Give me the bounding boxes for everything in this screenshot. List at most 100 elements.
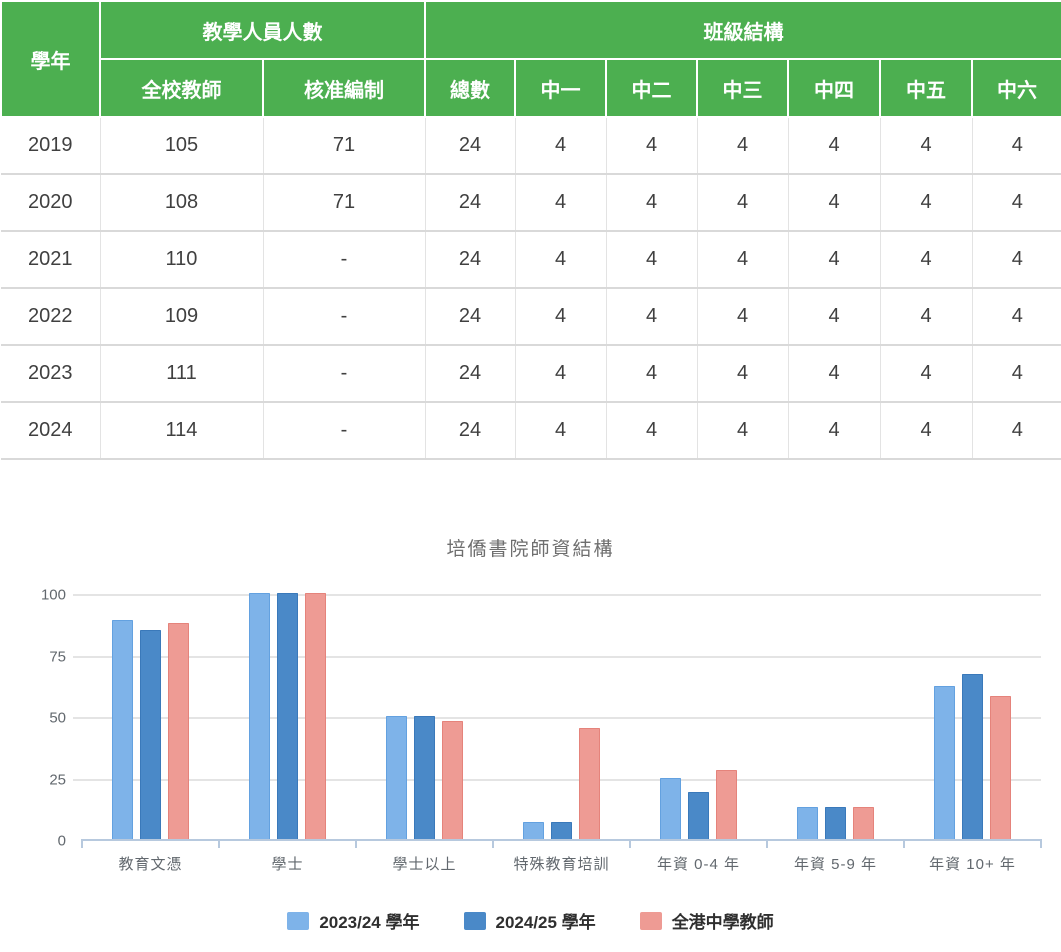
header-teaching-staff-group: 教學人員人數	[99, 0, 426, 60]
value-cell: 4	[879, 401, 973, 460]
value-cell: 4	[879, 287, 973, 345]
table-body: 2019 105 71 24 4 4 4 4 4 4 2020 108 71 24 4 4 4 4 4 4 2021 11…	[1, 116, 1061, 460]
value-cell: 4	[696, 116, 789, 174]
bar	[688, 792, 709, 839]
y-axis-tick-label: 25	[49, 771, 66, 788]
chart-title: 培僑書院師資結構	[446, 539, 615, 560]
bar	[825, 807, 846, 839]
year-cell: 2021	[1, 230, 101, 288]
y-axis-tick-label: 50	[49, 709, 66, 727]
header-total: 總數	[424, 58, 516, 118]
bar	[962, 674, 983, 839]
value-cell: 111	[99, 344, 264, 402]
bar-group	[767, 595, 904, 839]
bar-group	[82, 595, 219, 839]
value-cell: 4	[514, 344, 607, 402]
table-row: 2023 111-24 4 4 4 4 4 4	[1, 344, 1061, 402]
bar-group	[219, 593, 356, 839]
bar	[305, 593, 326, 839]
bar	[386, 716, 407, 839]
value-cell: 4	[971, 173, 1061, 231]
value-cell: 4	[605, 173, 698, 231]
chart-legend: 2023/24 學年 2024/25 學年 全港中學教師	[0, 908, 1061, 933]
bar	[249, 593, 270, 839]
value-cell: 4	[879, 344, 973, 402]
value-cell: 4	[696, 287, 789, 345]
year-cell: 2023	[1, 344, 101, 402]
plot-area	[73, 593, 1042, 848]
value-cell: 105	[99, 116, 264, 174]
gridline	[73, 594, 1041, 596]
x-axis-category-label: 學士	[271, 856, 304, 873]
year-cell: 2022	[1, 287, 101, 345]
bar-group	[904, 595, 1041, 839]
legend-swatch-icon	[463, 911, 486, 930]
value-cell: 4	[514, 173, 607, 231]
x-axis-category-label: 年資 0-4 年	[656, 856, 740, 873]
value-cell: 4	[879, 116, 973, 174]
legend-item[interactable]: 2024/25 學年	[463, 908, 596, 933]
value-cell: 4	[787, 230, 881, 288]
value-cell: 71	[262, 116, 426, 174]
value-cell: 4	[971, 116, 1061, 174]
table-row: 2020 108 71 24 4 4 4 4 4 4	[1, 173, 1061, 231]
bar	[523, 821, 544, 839]
y-axis-tick-label: 75	[49, 648, 66, 665]
value-cell: 24	[424, 344, 516, 402]
header-form-2: 中二	[605, 58, 698, 118]
header-form-3: 中三	[696, 58, 789, 118]
value-cell: 4	[514, 116, 607, 174]
value-cell: -	[262, 230, 426, 288]
x-axis-category-label: 年資 5-9 年	[793, 856, 877, 873]
x-axis-tick	[81, 839, 83, 848]
value-cell: 109	[99, 287, 264, 345]
value-cell: 4	[787, 116, 881, 174]
value-cell: 4	[605, 287, 698, 345]
value-cell: -	[262, 401, 426, 460]
x-axis-tick	[1040, 839, 1042, 848]
bar	[551, 821, 572, 839]
bar	[934, 686, 955, 839]
x-axis-tick	[629, 839, 631, 848]
header-form-4: 中四	[787, 58, 881, 118]
plot-area-wrapper: 0 25 50 75 100	[0, 587, 1061, 850]
value-cell: 4	[514, 287, 607, 345]
value-cell: 4	[514, 401, 607, 460]
value-cell: 4	[971, 344, 1061, 402]
value-cell: 110	[99, 230, 264, 288]
header-year: 學年	[0, 0, 101, 118]
bar	[716, 770, 737, 839]
bar	[660, 777, 681, 839]
legend-item[interactable]: 2023/24 學年	[287, 908, 420, 933]
bar	[797, 807, 818, 839]
bar	[442, 720, 463, 839]
year-cell: 2020	[1, 173, 101, 231]
x-axis-tick	[903, 839, 905, 848]
legend-swatch-icon	[287, 911, 310, 930]
bar	[414, 716, 435, 839]
value-cell: 114	[99, 401, 264, 460]
bar	[277, 593, 298, 839]
bar-group	[356, 595, 493, 839]
year-cell: 2019	[1, 116, 101, 174]
header-form-5: 中五	[879, 58, 973, 118]
value-cell: 4	[605, 401, 698, 460]
value-cell: 4	[971, 287, 1061, 345]
value-cell: 24	[424, 116, 516, 174]
table-row: 2021 110-24 4 4 4 4 4 4	[1, 230, 1061, 288]
header-class-structure-group: 班級結構	[423, 0, 1061, 60]
value-cell: 24	[424, 287, 516, 345]
staff-class-structure-table: 學年 教學人員人數 班級結構 全校教師 核准編制 總數 中一 中二 中三 中四 …	[0, 0, 1061, 460]
table-row: 2022 109-24 4 4 4 4 4 4	[1, 287, 1061, 345]
table-header: 學年 教學人員人數 班級結構 全校教師 核准編制 總數 中一 中二 中三 中四 …	[0, 0, 1061, 118]
value-cell: 4	[879, 230, 973, 288]
x-axis-category-label: 學士以上	[392, 856, 457, 873]
legend-item[interactable]: 全港中學教師	[639, 908, 774, 933]
x-axis-tick	[492, 839, 494, 848]
y-axis-tick-label: 0	[57, 832, 66, 850]
table-row: 2024 114-24 4 4 4 4 4 4	[1, 401, 1061, 460]
value-cell: 71	[262, 173, 426, 231]
legend-label: 2023/24 學年	[319, 913, 420, 932]
x-axis-tick	[218, 839, 220, 848]
